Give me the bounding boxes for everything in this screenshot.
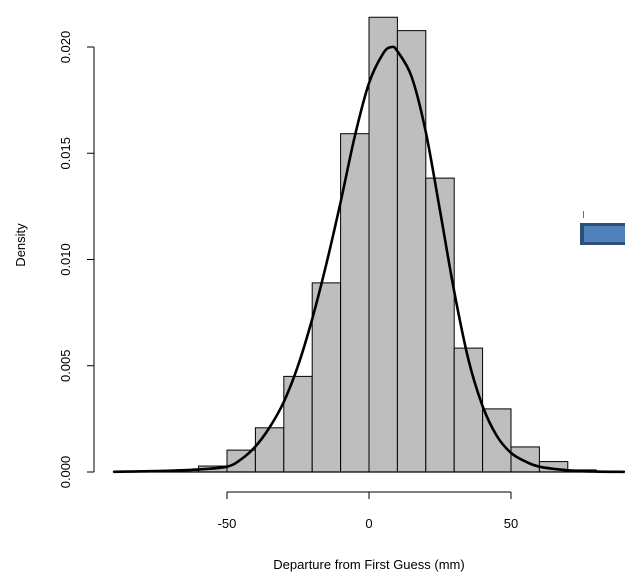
- x-tick-label: 50: [504, 516, 518, 531]
- histogram-bar-8: [340, 133, 370, 473]
- x-tick-label: -50: [218, 516, 237, 531]
- y-axis-title: Density: [13, 223, 28, 267]
- x-tick-label: 0: [365, 516, 372, 531]
- histogram-bar-5: [254, 427, 285, 473]
- histogram-bar-4: [226, 449, 256, 473]
- blue-scrollbar-artifact: [580, 211, 625, 245]
- histogram-bar-12: [453, 347, 484, 473]
- y-tick-label: 0.015: [58, 137, 73, 170]
- x-axis-title: Departure from First Guess (mm): [273, 557, 464, 572]
- density-curve: [113, 45, 625, 474]
- y-tick-label: 0.000: [58, 456, 73, 489]
- histogram-bar-9: [368, 16, 398, 473]
- y-tick-label: 0.020: [58, 31, 73, 64]
- x-axis: -50 0 50: [218, 491, 518, 531]
- histogram-bar-11: [425, 177, 455, 473]
- histogram-bar-10: [396, 30, 427, 473]
- histogram-bar-7: [311, 282, 342, 473]
- y-axis: 0.000 0.005 0.010 0.015 0.020: [58, 31, 95, 489]
- y-tick-label: 0.010: [58, 243, 73, 276]
- y-tick-label: 0.005: [58, 349, 73, 382]
- histogram-bar-14: [510, 446, 540, 473]
